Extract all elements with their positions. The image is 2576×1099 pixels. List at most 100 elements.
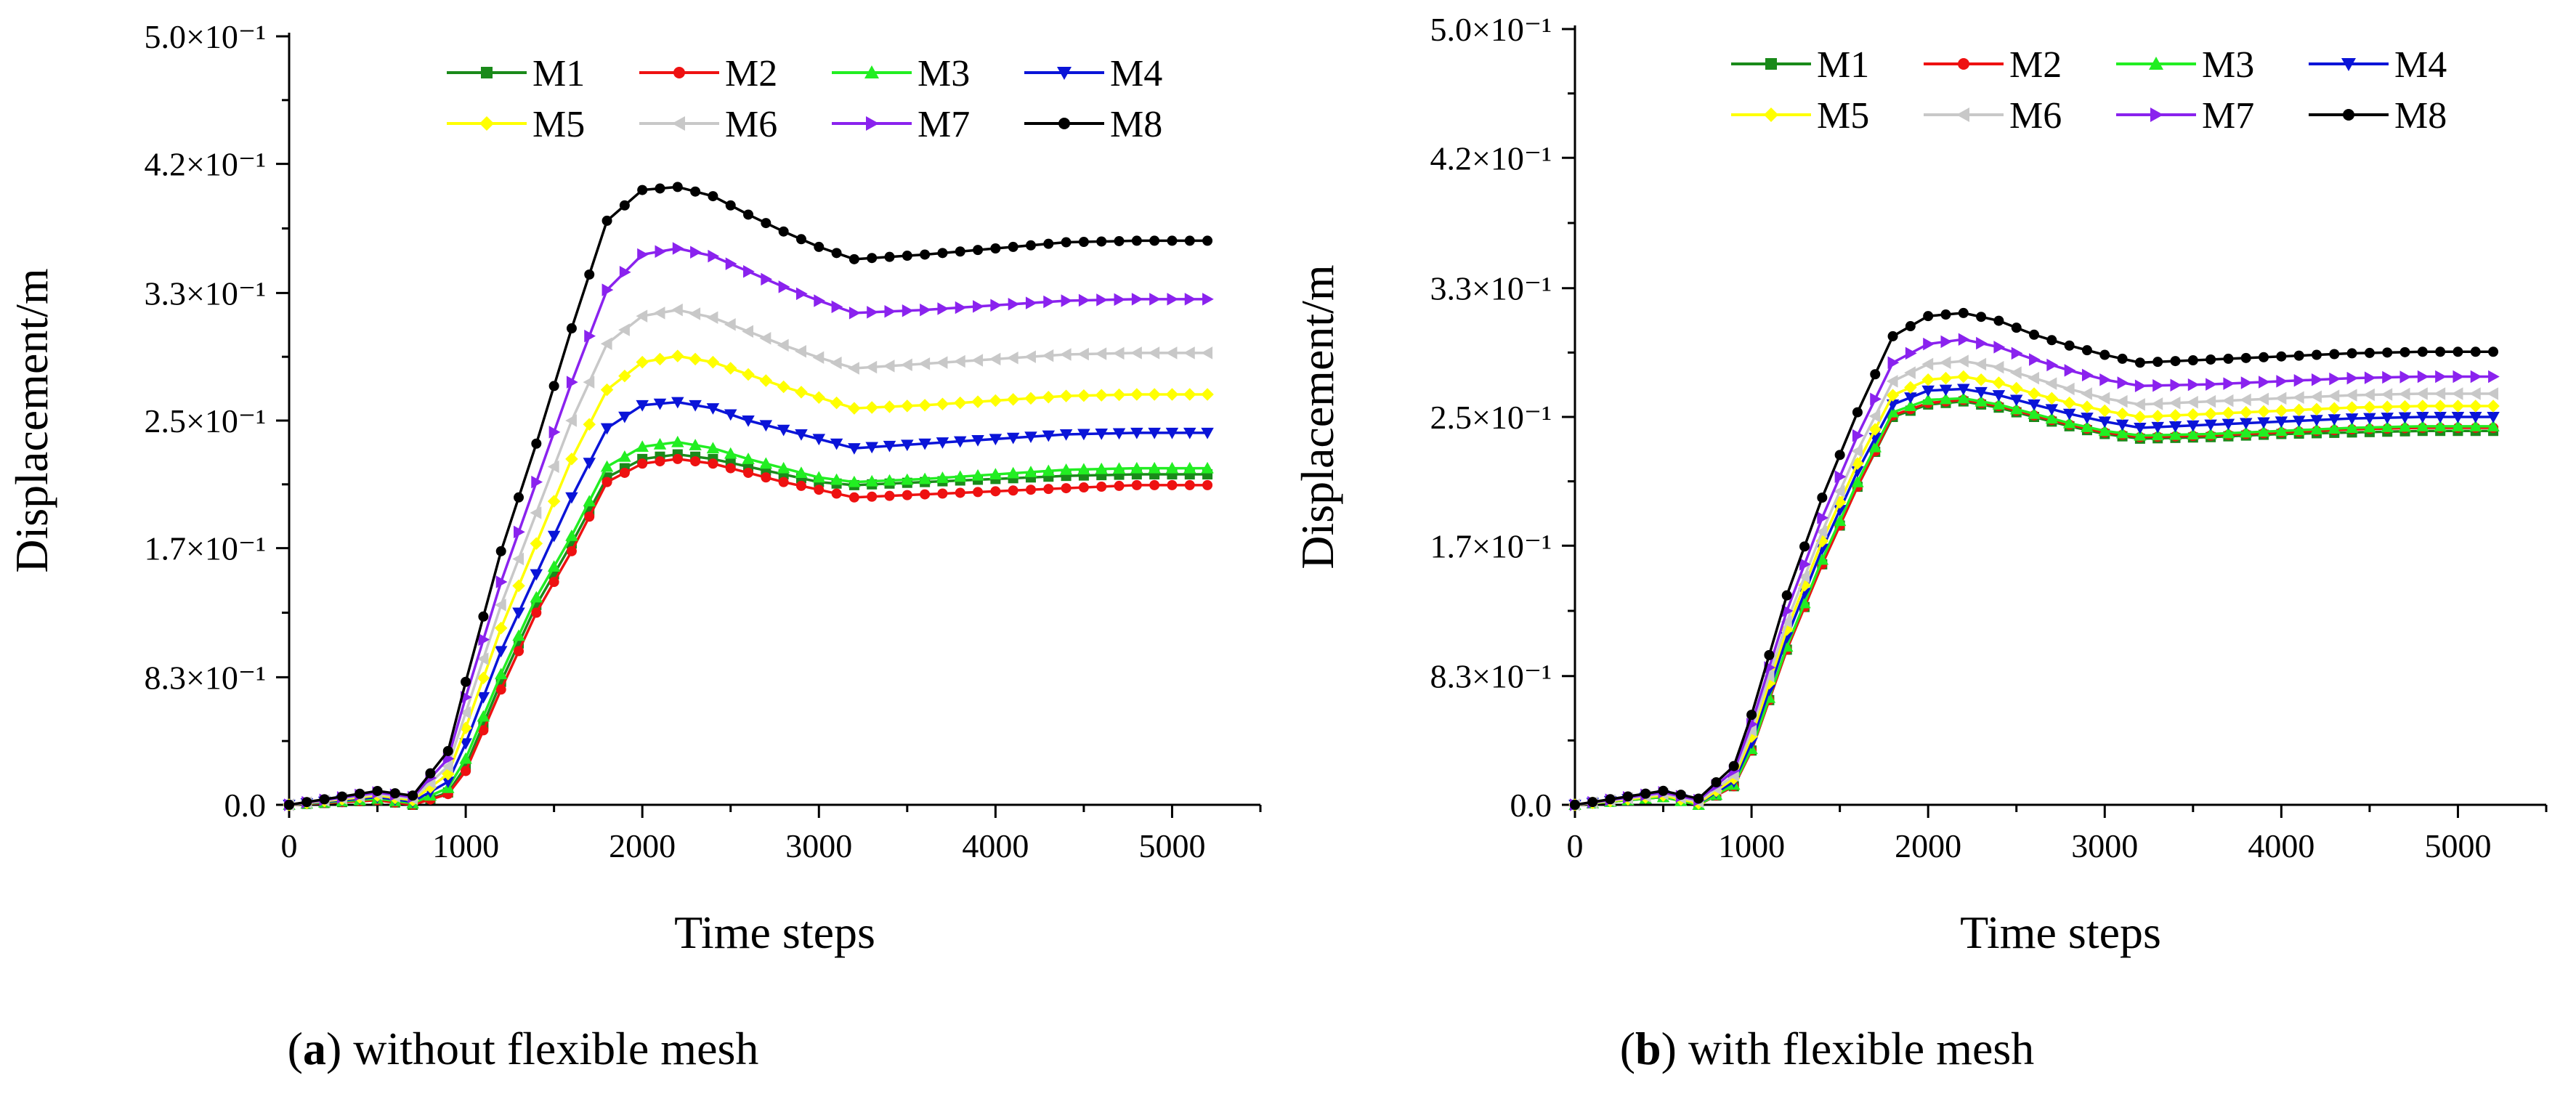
panel-b-point-M3: [2009, 402, 2023, 415]
panel-a-point-M6: [1095, 347, 1107, 360]
panel-a-point-M7: [1078, 293, 1090, 307]
panel-b-legend-label-M4: M4: [2394, 44, 2447, 86]
panel-a-point-M8: [672, 182, 683, 192]
panel-a-point-M4: [918, 438, 931, 450]
panel-a-point-M5: [494, 621, 508, 635]
panel-b-point-M4: [2204, 419, 2217, 431]
panel-b-point-M3: [2187, 428, 2200, 440]
panel-b-point-M8: [2488, 346, 2499, 357]
panel-a-point-M7: [1114, 293, 1126, 307]
panel-b-point-M5: [2009, 381, 2023, 395]
panel-b-x-tick-label: 0: [1567, 827, 1584, 864]
panel-b-point-M5: [2398, 400, 2412, 413]
panel-a-legend-marker-M4: [1057, 67, 1072, 80]
panel-a-point-M3: [936, 471, 949, 483]
panel-b-point-M6: [2168, 397, 2181, 410]
panel-b-point-M7: [2011, 346, 2023, 360]
panel-a-point-M5: [936, 397, 949, 411]
panel-a-point-M2: [955, 487, 965, 498]
panel-b-point-M8: [1605, 794, 1616, 805]
panel-a-x-tick-label: 3000: [785, 827, 852, 864]
panel-a-point-M2: [1202, 479, 1213, 490]
panel-a-point-M3: [989, 468, 1003, 480]
panel-a-point-M7: [1149, 293, 1161, 306]
panel-b-legend-marker-M2: [1958, 58, 1969, 70]
panel-b-legend-marker-M1: [1765, 58, 1777, 70]
panel-b-point-M8: [1728, 761, 1739, 771]
panel-b-point-M8: [1834, 450, 1845, 461]
panel-b-point-M6: [2292, 391, 2304, 405]
panel-a-point-M3: [795, 466, 808, 478]
panel-b-point-M3: [1974, 394, 1988, 407]
panel-a-point-M4: [1059, 429, 1073, 441]
panel-a-point-M7: [531, 475, 543, 489]
panel-a-point-M7: [795, 287, 808, 301]
panel-b-point-M3: [2134, 429, 2147, 441]
panel-a-point-M7: [548, 426, 561, 439]
panel-b-point-M4: [2257, 417, 2270, 429]
panel-a-point-M8: [795, 234, 806, 245]
panel-b-point-M8: [2417, 346, 2428, 357]
panel-a-point-M6: [1183, 346, 1195, 360]
panel-a-point-M8: [655, 183, 665, 194]
panel-b-point-M5: [2345, 401, 2359, 414]
panel-b-point-M6: [2275, 392, 2287, 405]
panel-a-point-M7: [672, 242, 684, 255]
panel-b-legend-entry-M5: M5: [1731, 95, 1869, 137]
panel-b-point-M4: [2469, 412, 2482, 423]
caption-a: (a) without flexible mesh: [288, 1023, 759, 1074]
panel-b-point-M8: [1958, 307, 1969, 318]
panel-a-point-M3: [653, 438, 667, 450]
panel-a-point-M3: [1077, 463, 1090, 475]
panel-b-point-M8: [2187, 355, 2198, 366]
panel-b-point-M4: [2398, 412, 2412, 424]
panel-a-point-M8: [761, 218, 771, 229]
panel-b-point-M5: [2310, 402, 2323, 416]
panel-b-point-M6: [2345, 389, 2357, 402]
panel-b-point-M3: [2434, 420, 2447, 431]
panel-a-x-tick-label: 1000: [432, 827, 499, 864]
panel-a-point-M8: [1131, 235, 1142, 246]
panel-b-legend-marker-M3: [2149, 57, 2163, 70]
panel-a-point-M8: [814, 241, 825, 252]
panel-a-point-M7: [848, 307, 861, 320]
panel-a-point-M4: [1130, 427, 1143, 439]
panel-a-point-M5: [671, 349, 684, 362]
caption-a-text: without flexible mesh: [341, 1023, 758, 1074]
panel-b-point-M4: [1974, 386, 1988, 399]
panel-b-series-M4: [1568, 384, 2500, 811]
panel-b-point-M5: [2062, 397, 2076, 410]
panel-b-point-M7: [1958, 333, 1970, 346]
panel-a-point-M3: [759, 457, 773, 469]
panel-b-legend-label-M2: M2: [2009, 44, 2062, 86]
panel-a-point-M7: [690, 246, 702, 259]
panel-a-point-M3: [706, 442, 720, 454]
panel-b-point-M3: [2062, 416, 2076, 429]
panel-a-point-M5: [530, 537, 543, 551]
panel-a-point-M8: [867, 253, 878, 264]
panel-a-point-M6: [512, 552, 524, 566]
panel-b-point-M3: [2310, 423, 2323, 435]
panel-a-point-M3: [724, 447, 737, 459]
panel-b-legend-label-M7: M7: [2202, 95, 2254, 137]
panel-b-point-M5: [2134, 410, 2147, 423]
panel-a-x-tick-label: 5000: [1138, 827, 1205, 864]
panel-a-point-M3: [636, 440, 649, 452]
chart-panel-a: 0 1000 2000 3000 4000 5000 0.0 8.3×10⁻¹ 1.7×10⁻¹…: [6, 18, 1262, 958]
panel-b-point-M7: [2117, 376, 2129, 389]
panel-a-series-M4: [283, 397, 1214, 811]
panel-a-point-M7: [778, 280, 790, 293]
panel-b-point-M4: [1904, 392, 1917, 405]
panel-a-point-M6: [653, 307, 665, 320]
panel-b-point-M3: [2451, 420, 2465, 431]
panel-a-point-M2: [672, 453, 683, 464]
panel-b-point-M5: [2416, 400, 2429, 413]
panel-b-point-M6: [1762, 669, 1775, 683]
panel-a-point-M2: [778, 476, 789, 487]
panel-a-point-M5: [812, 391, 826, 405]
panel-a-point-M8: [531, 438, 542, 449]
panel-b-point-M3: [1833, 514, 1847, 527]
panel-a-point-M2: [761, 472, 771, 483]
panel-b-point-M7: [2276, 375, 2288, 388]
panel-b-point-M5: [2204, 407, 2217, 421]
